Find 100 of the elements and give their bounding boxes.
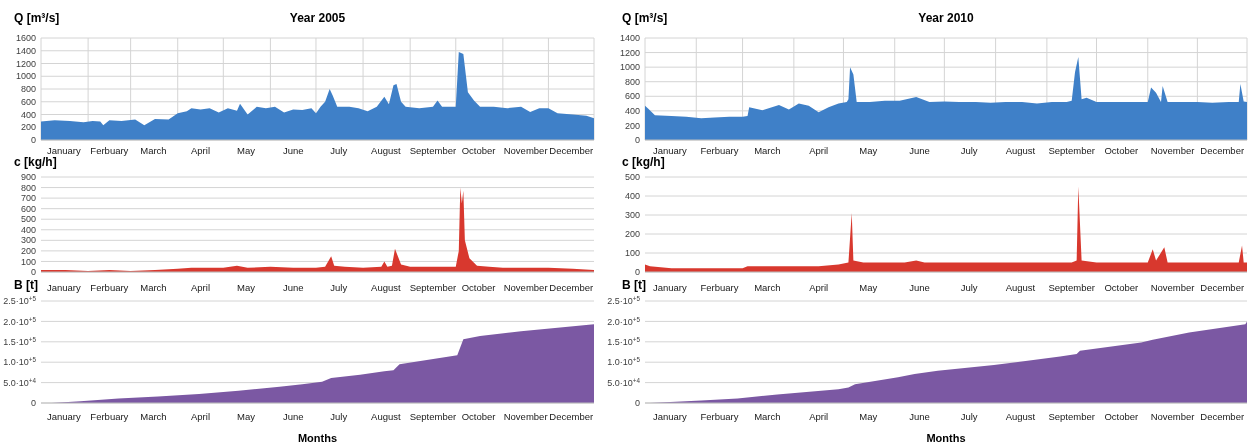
y-tick-label: 600 xyxy=(624,91,640,102)
x-tick-label: June xyxy=(282,411,304,422)
y-tick-label: 200 xyxy=(20,122,36,133)
y-tick-label: 5.0·10$^{+4}$ xyxy=(3,376,37,388)
x-tick-label: December xyxy=(1200,411,1245,422)
x-axis-title: Months xyxy=(297,432,338,444)
x-tick-label: December xyxy=(1200,282,1245,293)
x-tick-label: September xyxy=(409,411,457,422)
y-tick-label: 700 xyxy=(20,193,36,204)
y-tick-label: 1400 xyxy=(15,45,36,56)
x-tick-label: January xyxy=(652,145,687,156)
x-tick-label: March xyxy=(140,411,167,422)
y-tick-label: 5.0·10$^{+4}$ xyxy=(607,376,641,388)
x-tick-label: July xyxy=(330,282,348,293)
y-tick-label: 1600 xyxy=(15,33,36,44)
x-tick-label: December xyxy=(549,282,594,293)
x-tick-label: August xyxy=(371,411,402,422)
x-tick-label: May xyxy=(237,145,256,156)
y-tick-label: 200 xyxy=(624,229,640,240)
y-tick-label: 2.0·10$^{+5}$ xyxy=(607,315,641,327)
y-tick-label: 2.5·10$^{+5}$ xyxy=(607,294,641,307)
x-tick-label: September xyxy=(409,282,457,293)
x-tick-label: July xyxy=(960,145,978,156)
y-tick-label: 1200 xyxy=(15,58,36,69)
x-tick-label: April xyxy=(809,145,829,156)
x-tick-label: August xyxy=(1005,411,1036,422)
y-tick-label: 800 xyxy=(20,84,36,95)
x-tick-label: August xyxy=(371,145,402,156)
x-axis-title: Months xyxy=(926,432,966,444)
y-tick-label: 400 xyxy=(20,109,36,120)
y-tick-label: 1.0·10$^{+5}$ xyxy=(607,355,641,368)
y-tick-label: 0 xyxy=(30,267,36,278)
y-tick-label: 800 xyxy=(20,182,36,193)
x-tick-label: May xyxy=(237,411,256,422)
x-tick-label: November xyxy=(1150,145,1195,156)
x-tick-label: July xyxy=(330,145,348,156)
x-tick-label: October xyxy=(1104,411,1139,422)
y-tick-label: 0 xyxy=(634,398,640,409)
y-tick-label: 200 xyxy=(624,120,640,131)
x-tick-label: March xyxy=(140,145,167,156)
x-tick-label: June xyxy=(909,411,930,422)
x-tick-label: October xyxy=(461,411,496,422)
x-tick-label: September xyxy=(409,145,457,156)
y-axis-title: c [kg/h] xyxy=(14,155,57,169)
y-tick-label: 1000 xyxy=(619,62,640,73)
y-tick-label: 1400 xyxy=(619,33,640,44)
x-tick-label: August xyxy=(1005,145,1036,156)
y-tick-label: 1.5·10$^{+5}$ xyxy=(3,335,37,347)
y-tick-label: 600 xyxy=(20,203,36,214)
y-tick-label: 100 xyxy=(624,248,640,259)
x-tick-label: January xyxy=(652,282,687,293)
x-tick-label: Ferbuary xyxy=(90,282,129,293)
y-tick-label: 1200 xyxy=(619,47,640,58)
x-tick-label: October xyxy=(1104,282,1139,293)
y-tick-label: 800 xyxy=(624,76,640,87)
y-tick-label: 0 xyxy=(634,135,640,146)
y-tick-label: 300 xyxy=(20,235,36,246)
y-tick-label: 1000 xyxy=(15,71,36,82)
x-tick-label: January xyxy=(46,145,81,156)
x-tick-label: November xyxy=(503,145,548,156)
y-axis-title: B [t] xyxy=(622,278,646,292)
x-tick-label: July xyxy=(330,411,348,422)
y-tick-label: 0 xyxy=(30,135,36,146)
x-tick-label: November xyxy=(1150,282,1195,293)
x-tick-label: October xyxy=(461,145,496,156)
x-tick-label: September xyxy=(1048,145,1095,156)
y-axis-title: c [kg/h] xyxy=(622,155,665,169)
y-tick-label: 100 xyxy=(20,256,36,267)
x-tick-label: September xyxy=(1048,411,1095,422)
x-tick-label: July xyxy=(960,282,978,293)
x-tick-label: August xyxy=(371,282,402,293)
x-tick-label: Ferbuary xyxy=(90,145,129,156)
x-tick-label: April xyxy=(191,411,211,422)
y-tick-label: 2.0·10$^{+5}$ xyxy=(3,315,37,327)
x-tick-label: April xyxy=(809,282,829,293)
y-tick-label: 400 xyxy=(624,191,640,202)
x-tick-label: September xyxy=(1048,282,1095,293)
x-tick-label: May xyxy=(237,282,256,293)
x-tick-label: March xyxy=(754,282,781,293)
x-tick-label: Ferbuary xyxy=(700,411,739,422)
y-tick-label: 600 xyxy=(20,96,36,107)
x-tick-label: May xyxy=(859,145,878,156)
x-tick-label: October xyxy=(461,282,496,293)
x-tick-label: May xyxy=(859,411,878,422)
x-tick-label: March xyxy=(140,282,167,293)
y-tick-label: 400 xyxy=(624,106,640,117)
y-axis-title: Q [m³/s] xyxy=(14,11,60,25)
x-tick-label: Ferbuary xyxy=(700,282,739,293)
x-tick-label: Ferbuary xyxy=(700,145,739,156)
x-tick-label: January xyxy=(652,411,687,422)
x-tick-label: January xyxy=(46,282,81,293)
x-tick-label: April xyxy=(191,145,211,156)
x-tick-label: June xyxy=(282,145,304,156)
x-tick-label: December xyxy=(549,145,594,156)
x-tick-label: October xyxy=(1104,145,1139,156)
y-tick-label: 400 xyxy=(20,224,36,235)
y-tick-label: 0 xyxy=(30,398,36,409)
y-tick-label: 900 xyxy=(20,172,36,183)
x-tick-label: December xyxy=(549,411,594,422)
x-tick-label: April xyxy=(191,282,211,293)
